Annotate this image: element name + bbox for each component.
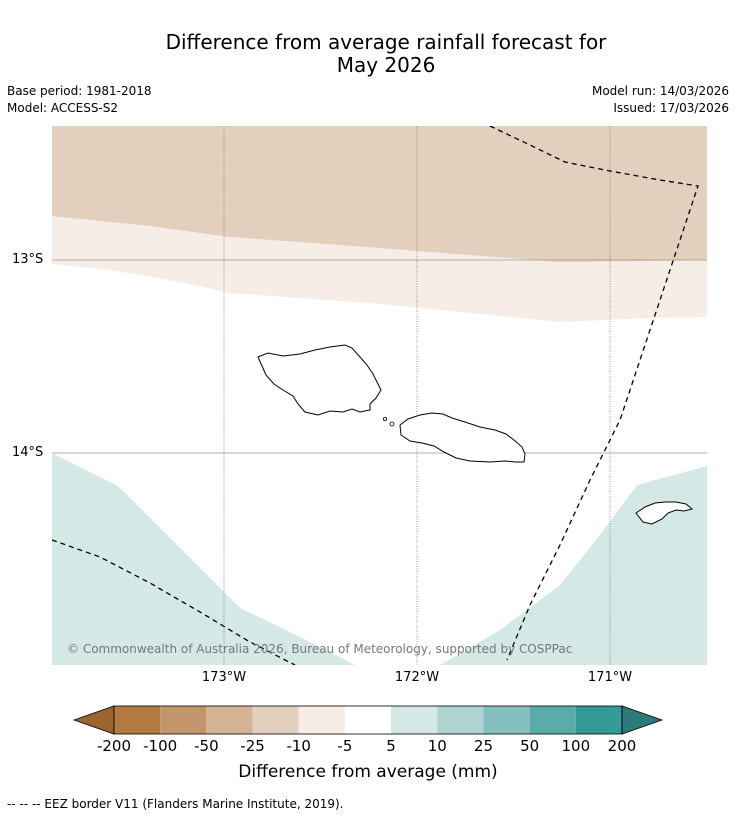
colorbar-tick-label: -100	[143, 737, 178, 755]
lon-label-173w: 173°W	[201, 670, 247, 685]
lat-label-13s: 13°S	[12, 252, 44, 267]
model-text: Model: ACCESS-S2	[7, 101, 119, 115]
issued-text: Issued: 17/03/2026	[613, 101, 729, 115]
colorbar-tick-label: 50	[520, 737, 540, 755]
chart-title-line2: May 2026	[336, 53, 436, 77]
wet-faint-region-left	[52, 453, 355, 665]
lon-label-172w: 172°W	[394, 670, 440, 685]
model-run-text: Model run: 14/03/2026	[591, 84, 729, 98]
colorbar-tick-label: -5	[337, 737, 353, 755]
island-savaii	[257, 344, 382, 416]
colorbar-tick-label: -50	[194, 737, 219, 755]
base-period-text: Base period: 1981-2018	[7, 84, 152, 98]
eez-border-southwest	[52, 539, 296, 665]
island-manono	[389, 421, 395, 427]
colorbar-tick-label: 5	[386, 737, 396, 755]
colorbar-tick-label: 100	[561, 737, 591, 755]
dry-light-region	[52, 126, 707, 262]
colorbar-tick-label: 25	[473, 737, 493, 755]
island-upolu	[399, 412, 526, 463]
colorbar-tick-label: -200	[96, 737, 132, 755]
colorbar-tick-label: 10	[427, 737, 447, 755]
island-tutuila	[635, 501, 694, 525]
colorbar-tick-label: -10	[286, 737, 311, 755]
colorbar-tick-label: -25	[240, 737, 265, 755]
copyright-text: © Commonwealth of Australia 2026, Bureau…	[67, 642, 573, 656]
eez-border-east	[489, 126, 699, 661]
island-apolima	[382, 416, 387, 421]
lon-label-171w: 171°W	[587, 670, 633, 685]
colorbar-tick-label: 200	[607, 737, 637, 755]
colorbar-title: Difference from average (mm)	[238, 762, 498, 782]
chart-title-line1: Difference from average rainfall forecas…	[165, 30, 607, 54]
lat-label-14s: 14°S	[12, 445, 44, 460]
eez-footnote: -- -- -- EEZ border V11 (Flanders Marine…	[7, 797, 344, 811]
